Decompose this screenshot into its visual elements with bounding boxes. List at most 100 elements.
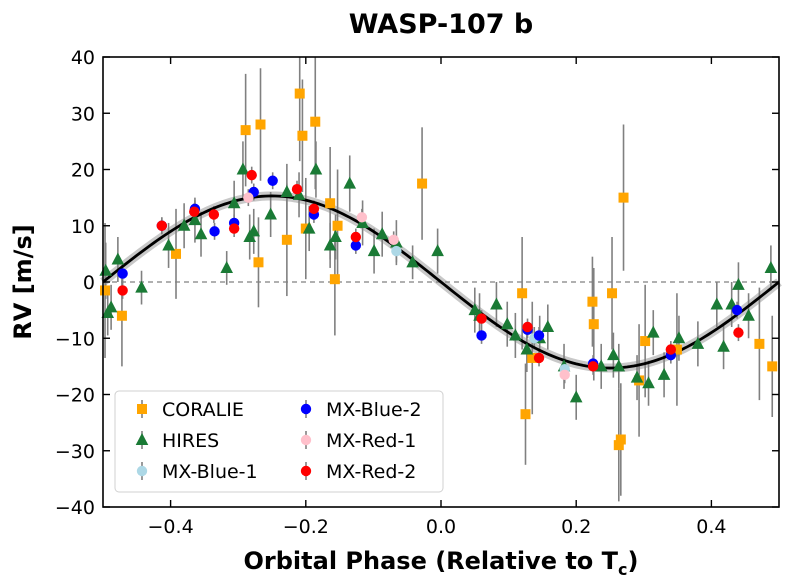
mx-red-2-point	[117, 285, 128, 296]
x-tick-label: 0.2	[561, 516, 591, 538]
coralie-point	[588, 319, 599, 330]
legend-item-mx-blue-2: MX-Blue-2	[300, 399, 422, 421]
mx-red-2-point	[228, 223, 240, 234]
hires-point	[710, 297, 724, 310]
legend-item-hires: HIRES	[135, 430, 219, 452]
legend-item-mx-red-1: MX-Red-1	[300, 430, 416, 452]
coralie-point	[332, 220, 343, 231]
hires-point	[264, 207, 277, 220]
hires-point	[280, 185, 294, 197]
mx-blue-2-point	[533, 330, 545, 341]
mx-red-2-point	[665, 344, 677, 355]
mx-blue-1-point	[391, 245, 402, 257]
hires-point	[672, 331, 686, 344]
mx-red-2-point	[208, 209, 220, 220]
coralie-point	[255, 119, 266, 130]
mx-red-2-point	[533, 352, 545, 364]
y-tick-label: −40	[55, 497, 95, 519]
hires-point	[302, 221, 316, 234]
x-tick-label: 0.0	[426, 516, 456, 538]
hires-point	[691, 336, 705, 349]
hires-point	[236, 162, 250, 175]
mx-blue-2-point	[476, 330, 487, 341]
hires-point	[323, 238, 337, 251]
legend-label: MX-Blue-2	[326, 399, 422, 421]
hires-point	[135, 280, 148, 293]
mx-blue-2-point	[350, 240, 362, 251]
hires-point	[111, 252, 125, 265]
mx-red-2-point	[156, 220, 168, 231]
hires-point	[612, 359, 626, 372]
y-tick-label: 30	[71, 103, 95, 125]
hires-point	[177, 218, 191, 231]
y-tick-label: 10	[71, 216, 95, 238]
mx-red-1-point	[559, 369, 570, 381]
hires-point	[594, 359, 608, 372]
legend-label: HIRES	[162, 430, 219, 452]
coralie-point	[294, 88, 305, 99]
mx-blue-2-point	[209, 226, 220, 237]
mx-blue-2-point	[117, 268, 128, 279]
legend-marker-mx-blue-1	[136, 465, 148, 477]
hires-point	[607, 348, 620, 361]
hires-point	[764, 260, 778, 273]
coralie-point	[587, 296, 598, 307]
x-tick-label: −0.2	[283, 516, 329, 538]
hires-point	[367, 244, 381, 257]
hires-point	[406, 255, 419, 268]
coralie-point	[253, 257, 264, 268]
mx-red-2-point	[522, 321, 533, 333]
legend-marker-mx-red-2	[300, 465, 312, 477]
y-axis-label: RV [m/s]	[9, 224, 37, 339]
legend-marker-hires	[135, 433, 149, 445]
coralie-point	[520, 409, 531, 420]
hires-point	[642, 376, 655, 389]
mx-blue-2-point	[267, 175, 278, 186]
coralie-point	[517, 288, 528, 299]
axis-ticks: −0.4 −0.2 0.0 0.2 0.4 −40 −30 −20 −10 0 10 20 30 40	[55, 47, 779, 538]
hires-point	[375, 227, 389, 240]
hires-point	[500, 317, 514, 330]
coralie-point	[767, 361, 778, 372]
x-axis-label: Orbital Phase (Relative to Tc)	[244, 547, 639, 579]
mx-blue-2-point	[731, 304, 743, 316]
coralie-point	[607, 288, 618, 299]
hires-point	[520, 342, 534, 355]
y-tick-label: −10	[55, 328, 95, 350]
hires-point	[657, 367, 671, 380]
coralie-point	[100, 285, 111, 296]
coralie-point	[171, 248, 182, 259]
hires-point	[220, 260, 234, 273]
y-tick-label: 40	[71, 47, 95, 69]
mx-red-2-point	[189, 206, 200, 217]
legend-label: CORALIE	[162, 399, 244, 421]
y-tick-label: −20	[55, 385, 95, 407]
coralie-point	[325, 198, 336, 209]
hires-point	[162, 238, 175, 251]
hires-point	[104, 300, 118, 313]
hires-point	[99, 263, 113, 276]
hires-point	[194, 227, 208, 240]
legend-label: MX-Red-2	[326, 461, 416, 483]
coralie-point	[329, 274, 340, 285]
x-axis-label-subscript: c	[618, 560, 627, 579]
marker-layer	[99, 88, 778, 451]
hires-point	[309, 162, 323, 175]
coralie-point	[640, 336, 651, 347]
coralie-point	[754, 338, 765, 349]
mx-red-2-point	[350, 231, 362, 243]
x-axis-label-end: )	[628, 547, 639, 575]
hires-point	[569, 390, 583, 403]
hires-point	[541, 320, 555, 332]
legend-box	[114, 390, 444, 493]
legend-marker-coralie	[137, 404, 147, 414]
mx-red-1-point	[356, 212, 368, 223]
mx-red-1-point	[388, 234, 399, 246]
hires-point	[431, 244, 444, 257]
y-tick-label: −30	[55, 441, 95, 463]
y-tick-label: 20	[71, 160, 95, 182]
coralie-point	[618, 192, 629, 203]
coralie-point	[417, 178, 428, 189]
mx-red-2-point	[291, 183, 303, 195]
hires-point	[717, 339, 730, 352]
